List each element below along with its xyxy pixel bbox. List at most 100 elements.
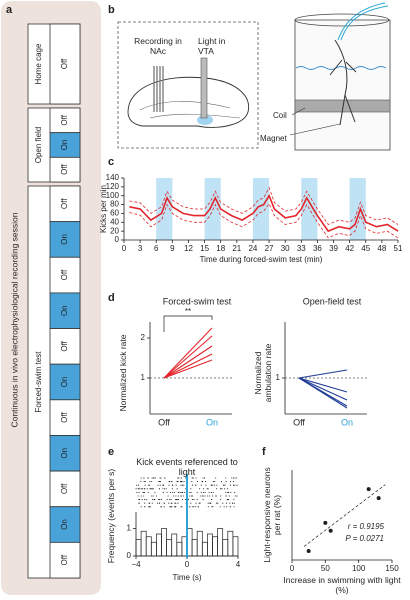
raster-dot	[166, 491, 168, 493]
raster-dot	[234, 495, 236, 497]
raster-dot	[173, 495, 175, 497]
scatter-point	[306, 549, 311, 553]
paired-line	[163, 327, 213, 379]
raster-dot	[158, 488, 161, 490]
raster-dot	[228, 499, 230, 501]
y-axis-label: Light-responsive neurons per rat (%)	[262, 467, 282, 563]
raster-dot	[229, 484, 232, 486]
histogram-bin	[212, 536, 218, 557]
raster-dot	[176, 499, 178, 501]
session-cell	[49, 328, 81, 365]
raster-dot	[150, 488, 152, 490]
session-cell	[49, 435, 81, 472]
raster-dot	[195, 484, 197, 486]
raster-dot	[138, 502, 140, 504]
raster-dot	[191, 499, 193, 501]
x-tick-label: On	[206, 417, 218, 427]
raster-dot	[148, 506, 150, 508]
raster-dot	[233, 499, 235, 501]
raster-dot	[171, 481, 173, 483]
histogram-bin	[150, 541, 157, 557]
raster-dot	[139, 499, 141, 501]
raster-dot	[195, 477, 197, 479]
group-label: Forced-swim test	[34, 351, 43, 413]
raster-dot	[202, 499, 204, 501]
raster-dot	[217, 502, 219, 504]
raster-dot	[180, 495, 182, 497]
raster-dot	[192, 484, 194, 486]
histogram-bin	[145, 536, 152, 557]
raster-dot	[143, 495, 145, 497]
raster-dot	[176, 488, 178, 490]
raster-dot	[137, 495, 139, 497]
raster-dot	[149, 506, 151, 508]
raster-dot	[229, 481, 232, 483]
cylinder-top	[294, 13, 390, 27]
raster-dot	[165, 488, 167, 490]
raster-dot	[177, 495, 179, 497]
coil-leader	[291, 107, 306, 116]
raster-dot	[189, 491, 191, 493]
raster-dot	[169, 506, 171, 508]
raster-dot	[140, 495, 142, 497]
raster-dot	[184, 491, 186, 493]
raster-dot	[200, 484, 202, 486]
raster-dot	[136, 484, 138, 486]
raster-dot	[220, 481, 223, 483]
session-cell-label: On	[60, 305, 69, 316]
raster-dot	[227, 491, 230, 493]
session-cell-label: Off	[60, 58, 69, 69]
raster-dot	[175, 484, 177, 486]
raster-dot	[207, 495, 209, 497]
raster-dot	[185, 477, 187, 479]
paired-line	[163, 345, 213, 379]
session-cell-label: On	[60, 140, 69, 151]
x-tick-label: 27	[265, 244, 274, 253]
raster-dot	[143, 491, 146, 493]
raster-dot	[169, 491, 172, 493]
raster-dot	[232, 477, 235, 479]
raster-dot	[203, 477, 206, 479]
panel-letter: c	[108, 156, 114, 168]
raster-dot	[158, 499, 160, 501]
raster-dot	[231, 477, 233, 479]
histogram-bin	[135, 539, 142, 557]
raster-dot	[183, 481, 185, 483]
light-band	[301, 178, 318, 240]
raster-dot	[163, 488, 166, 490]
raster-dot	[212, 491, 214, 493]
y-tick-label: 60	[110, 209, 119, 218]
raster-dot	[196, 491, 198, 493]
raster-dot	[234, 484, 236, 486]
y-axis-label: Kicks per min	[99, 185, 108, 233]
paired-line	[163, 335, 213, 379]
raster-dot	[207, 506, 209, 508]
raster-dot	[216, 488, 218, 490]
raster-dot	[180, 481, 182, 483]
raster-dot	[136, 491, 138, 493]
y-tick-label: 1	[127, 524, 132, 533]
x-tick-label: 33	[297, 244, 306, 253]
y-tick-label: 80	[110, 200, 119, 209]
raster-dot	[202, 495, 204, 497]
raster-dot	[235, 477, 238, 479]
x-tick-label: Off	[158, 417, 170, 427]
raster-dot	[144, 502, 146, 504]
raster-dot	[171, 506, 173, 508]
raster-dot	[177, 499, 180, 501]
raster-dot	[192, 477, 194, 479]
x-tick-label: On	[341, 417, 353, 427]
significance-bracket	[163, 315, 213, 332]
raster-dot	[173, 491, 176, 493]
raster-dot	[175, 495, 177, 497]
brain-detail	[139, 101, 241, 119]
raster-dot	[147, 491, 149, 493]
histogram-bin	[166, 539, 173, 557]
session-cell	[49, 107, 81, 134]
raster-dot	[196, 499, 198, 501]
raster-dot	[144, 506, 146, 508]
electrodes	[153, 66, 164, 112]
raster-dot	[151, 495, 153, 497]
y-tick-label: 100	[106, 191, 120, 200]
